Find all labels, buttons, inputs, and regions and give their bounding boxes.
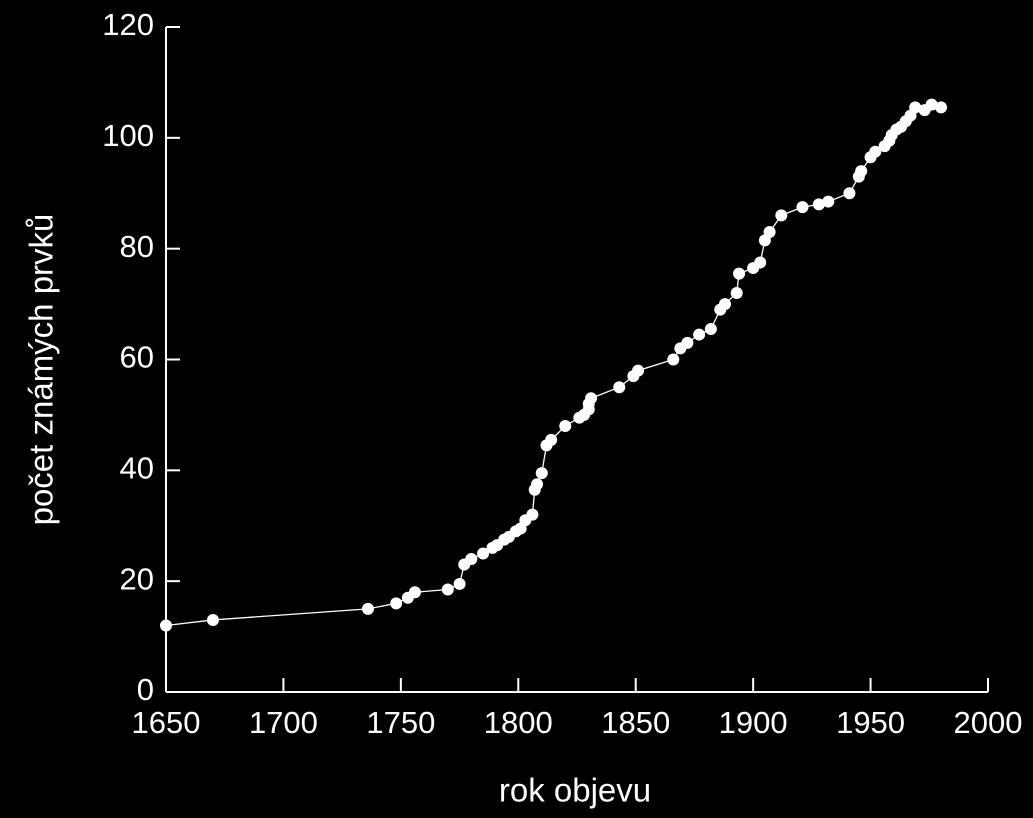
- data-point: [667, 353, 680, 366]
- y-axis-label: počet známých prvků: [23, 214, 60, 526]
- x-tick-label: 2000: [954, 705, 1023, 740]
- data-point: [812, 198, 825, 211]
- data-point: [704, 323, 717, 336]
- data-point: [733, 267, 746, 280]
- data-point: [935, 101, 948, 114]
- data-point: [206, 613, 219, 626]
- data-point: [855, 165, 868, 178]
- data-point: [754, 256, 767, 269]
- data-point: [545, 433, 558, 446]
- y-tick-label: 80: [120, 229, 154, 264]
- data-point: [869, 145, 882, 158]
- data-point: [693, 328, 706, 341]
- data-point: [465, 553, 478, 565]
- y-tick-label: 120: [102, 7, 154, 42]
- x-tick-label: 1850: [601, 705, 670, 740]
- x-tick-label: 1700: [249, 705, 318, 740]
- data-point: [775, 209, 788, 222]
- data-point: [535, 467, 548, 480]
- data-point: [613, 381, 626, 394]
- x-tick-label: 1750: [366, 705, 435, 740]
- data-point: [453, 577, 466, 590]
- x-tick-label: 1950: [836, 705, 905, 740]
- data-point: [390, 597, 403, 610]
- data-point: [822, 195, 835, 208]
- y-tick-label: 100: [102, 118, 154, 153]
- x-tick-label: 1900: [719, 705, 788, 740]
- data-point: [796, 201, 809, 214]
- y-tick-label: 0: [137, 672, 154, 707]
- data-point: [559, 420, 572, 432]
- data-point: [681, 336, 694, 349]
- data-point: [160, 619, 172, 632]
- data-point: [531, 478, 544, 491]
- data-point: [843, 187, 856, 200]
- data-point: [763, 226, 776, 239]
- data-point: [361, 602, 374, 615]
- y-tick-label: 20: [120, 561, 154, 596]
- data-point: [925, 98, 938, 111]
- data-point: [441, 583, 454, 596]
- series-line: [165, 103, 942, 627]
- data-point: [526, 508, 539, 521]
- data-point: [730, 287, 743, 299]
- x-tick-label: 1800: [484, 705, 553, 740]
- data-point: [585, 392, 598, 405]
- data-point: [718, 298, 731, 311]
- data-point: [477, 547, 490, 560]
- x-axis-label: rok objevu: [499, 772, 651, 809]
- x-tick-label: 1650: [132, 705, 201, 740]
- data-point: [909, 101, 922, 114]
- data-point: [632, 364, 645, 377]
- y-tick-label: 60: [120, 340, 154, 375]
- y-tick-label: 40: [120, 451, 154, 486]
- data-point: [408, 586, 421, 599]
